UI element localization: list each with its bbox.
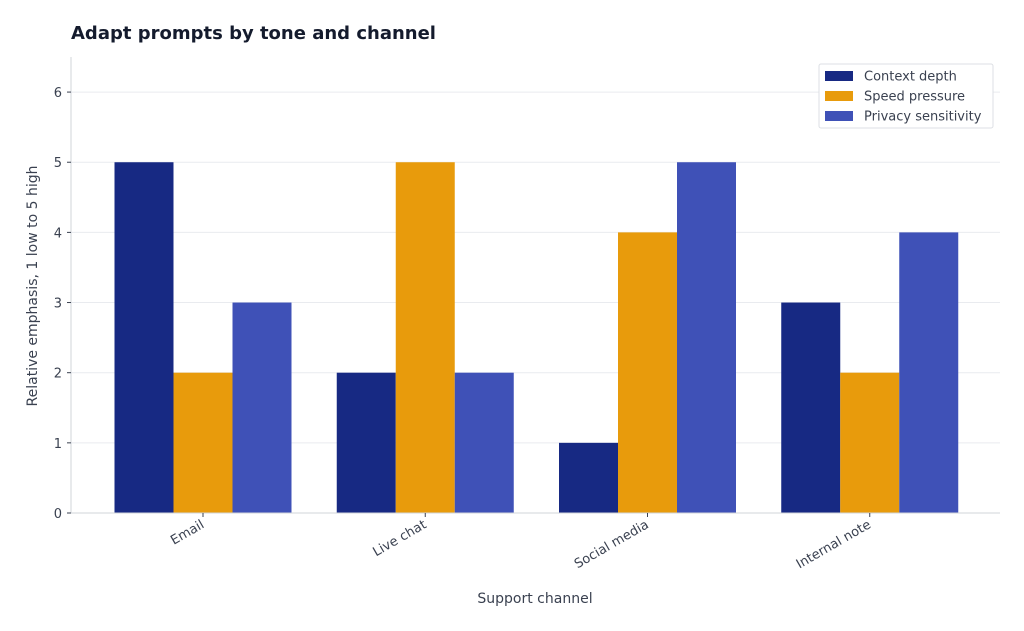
bar-speed-pressure-email [173,372,233,513]
bar-privacy-sensitivity-social-media [677,162,736,513]
y-tick-label: 4 [54,226,62,241]
legend-label: Privacy sensitivity [864,110,982,125]
x-axis-label: Support channel [477,591,592,607]
y-tick-label: 5 [54,156,62,171]
legend-label: Context depth [864,70,957,85]
y-tick-labels: 0 1 2 3 4 5 6 [54,86,71,522]
bar-privacy-sensitivity-internal-note [899,232,959,513]
bar-privacy-sensitivity-live-chat [454,372,514,513]
axes [70,57,1000,514]
bar-privacy-sensitivity-email [232,302,292,513]
legend-swatch [825,111,853,121]
chart-title: Adapt prompts by tone and channel [71,23,436,44]
x-tick-label: Social media [572,517,652,572]
x-tick-label: Live chat [371,517,430,560]
y-tick-label: 2 [54,367,62,382]
x-tick-label: Internal note [794,517,874,572]
x-tick-label: Email [168,517,207,548]
y-tick-label: 1 [54,437,62,452]
y-tick-label: 0 [54,507,62,522]
bar-context-depth-live-chat [336,372,396,513]
y-axis-label: Relative emphasis, 1 low to 5 high [25,166,41,407]
bar-context-depth-internal-note [781,302,841,513]
bar-context-depth-social-media [559,442,618,513]
y-tick-label: 3 [54,297,62,312]
legend-frame [818,63,994,129]
legend-label: Speed pressure [864,90,965,105]
x-tick-labels: Email Live chat Social media Internal note [168,513,874,572]
bar-context-depth-email [114,162,174,513]
bar-speed-pressure-live-chat [395,162,455,513]
bar-speed-pressure-social-media [618,232,677,513]
legend-swatch [825,91,853,101]
legend-swatch [825,71,853,81]
y-tick-label: 6 [54,86,62,101]
bars [114,162,959,513]
bar-speed-pressure-internal-note [840,372,900,513]
legend: Context depth Speed pressure Privacy sensi… [818,63,994,129]
